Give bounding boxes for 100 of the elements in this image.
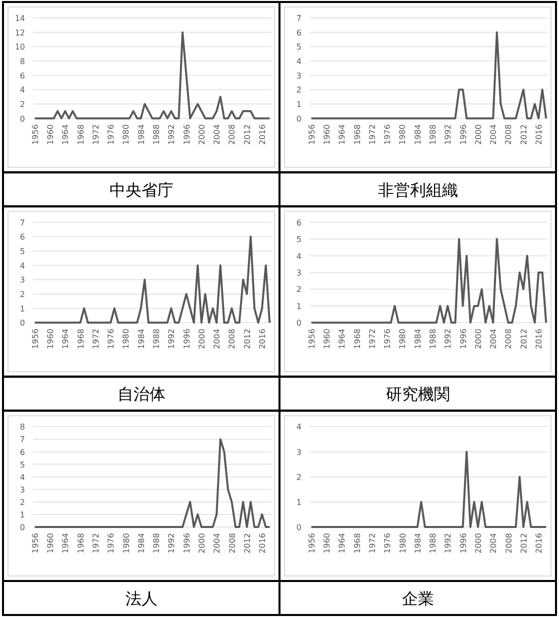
x-tick-label: 1980 [398,533,408,554]
x-tick-label: 1956 [307,124,316,145]
x-tick-label: 2000 [197,533,206,554]
y-tick-label: 6 [20,71,25,80]
x-tick-label: 1956 [307,533,316,554]
x-tick-label: 2008 [504,124,514,145]
x-tick-label: 1960 [46,533,56,554]
y-tick-label: 4 [20,86,25,95]
x-tick-label: 2000 [474,328,483,350]
x-tick-label: 1996 [182,124,192,145]
x-tick-label: 2008 [504,533,514,554]
x-tick-label: 1988 [152,533,162,554]
y-tick-label: 3 [20,485,25,494]
x-tick-label: 1976 [383,328,392,350]
y-tick-label: 6 [20,448,25,457]
x-tick-label: 2012 [519,533,528,554]
text: 企業 [402,589,434,608]
x-tick-label: 1956 [307,328,316,350]
y-tick-label: 2 [20,100,25,109]
x-tick-label: 2004 [489,533,498,554]
y-tick-label: 6 [296,218,302,228]
x-tick-label: 2012 [242,124,252,145]
text: 法人 [125,589,158,608]
y-tick-label: 1 [20,510,25,520]
x-tick-label: 1968 [352,533,362,554]
y-tick-label: 1 [20,304,25,314]
text: 中央省庁 [109,180,174,200]
y-tick-label: 5 [20,247,25,256]
x-tick-label: 1988 [152,328,162,350]
y-tick-label: 4 [20,261,25,270]
x-tick-label: 1984 [136,124,146,145]
x-tick-label: 1988 [152,124,162,145]
x-tick-label: 2004 [212,124,222,145]
y-tick-label: 1 [296,498,302,507]
y-tick-label: 3 [296,268,302,278]
y-tick-label: 4 [296,252,302,261]
y-tick-label: 2 [20,290,25,299]
x-tick-label: 1984 [136,533,146,554]
x-tick-label: 1972 [368,124,377,145]
y-tick-label: 7 [20,435,25,444]
x-tick-label: 1964 [61,328,70,350]
y-tick-label: 3 [20,276,25,285]
x-tick-label: 2004 [212,328,222,350]
x-tick-label: 1964 [61,124,70,145]
x-tick-label: 1988 [428,328,438,350]
y-tick-label: 12 [14,28,25,38]
x-tick-label: 1984 [413,124,422,145]
y-tick-label: 4 [296,57,302,66]
x-tick-label: 2000 [474,124,483,145]
x-tick-label: 1988 [428,533,438,554]
x-tick-label: 1992 [167,328,176,350]
x-tick-label: 1980 [398,328,408,350]
y-tick-label: 1 [296,100,302,109]
y-tick-label: 0 [20,318,25,328]
x-tick-label: 2000 [474,533,483,554]
y-tick-label: 0 [296,523,302,532]
y-tick-label: 6 [20,232,25,242]
x-tick-label: 1956 [30,328,40,350]
x-tick-label: 1968 [352,124,362,145]
y-tick-label: 7 [296,14,302,23]
y-tick-label: 10 [14,42,25,52]
y-tick-label: 4 [296,422,302,432]
y-tick-label: 5 [296,235,302,244]
x-tick-label: 1968 [352,328,362,350]
x-tick-label: 2016 [534,124,544,145]
x-tick-label: 1972 [91,328,100,350]
y-tick-label: 0 [20,114,25,124]
y-tick-label: 4 [20,472,25,482]
x-tick-label: 2012 [242,328,252,350]
x-tick-label: 2008 [228,328,237,350]
x-tick-label: 1980 [122,328,131,350]
x-tick-label: 2004 [489,124,498,145]
text: 自治体 [117,384,166,404]
y-tick-label: 5 [296,42,302,52]
x-tick-label: 1996 [458,533,468,554]
y-tick-label: 3 [296,448,302,457]
x-tick-label: 1984 [136,328,146,350]
y-tick-label: 0 [296,318,302,328]
y-tick-label: 8 [20,57,25,66]
x-tick-label: 1976 [383,533,392,554]
x-tick-label: 1976 [106,328,116,350]
y-tick-label: 2 [20,498,25,507]
x-tick-label: 1960 [322,533,332,554]
x-tick-label: 1976 [106,124,116,145]
x-tick-label: 1960 [322,124,332,145]
y-tick-label: 0 [20,523,25,532]
x-tick-label: 1968 [76,328,86,350]
y-tick-label: 3 [296,71,302,80]
x-tick-label: 1964 [61,533,70,554]
x-tick-label: 2016 [258,328,268,350]
x-tick-label: 1972 [368,328,377,350]
y-tick-label: 2 [296,86,302,95]
x-tick-label: 2016 [258,533,268,554]
x-tick-label: 1976 [106,533,116,554]
x-tick-label: 2016 [534,533,544,554]
x-tick-label: 1960 [322,328,332,350]
x-tick-label: 1996 [182,533,192,554]
y-tick-label: 2 [296,472,302,482]
x-tick-label: 1984 [413,533,422,554]
x-tick-label: 2016 [258,124,268,145]
